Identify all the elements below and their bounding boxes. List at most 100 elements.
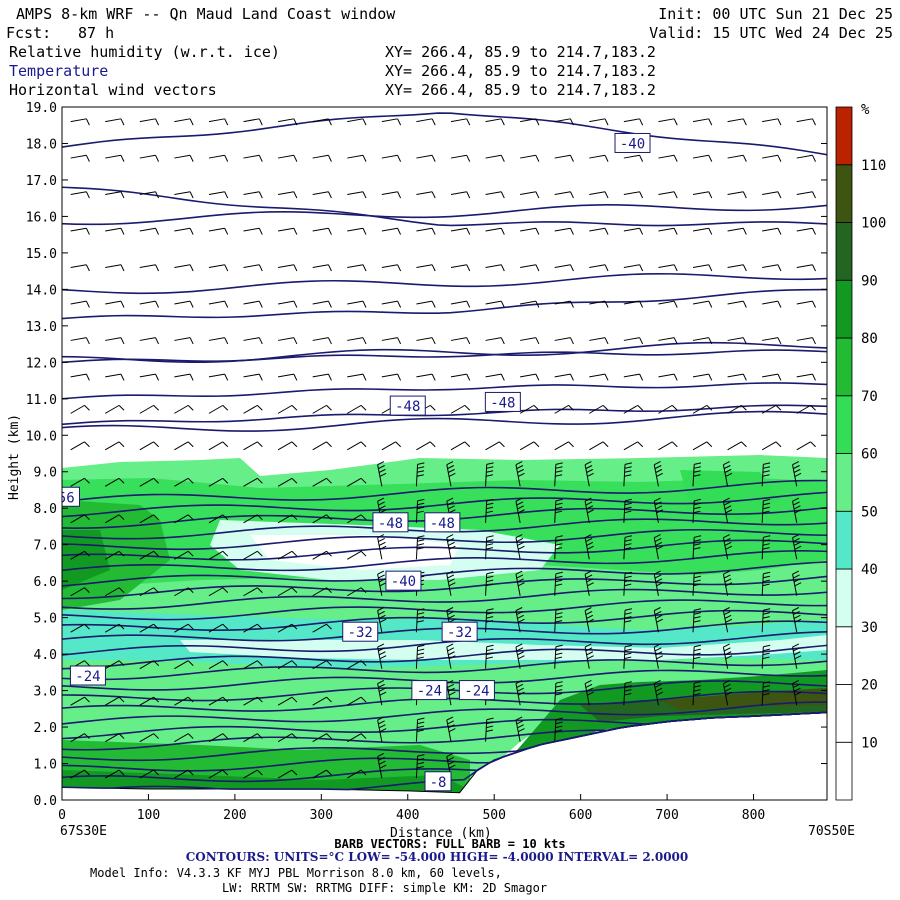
- wind-barb-feather: [655, 687, 663, 692]
- wind-barb-feather: [416, 766, 424, 769]
- wind-barb-feather: [810, 441, 816, 448]
- wind-barb-feather: [742, 300, 747, 308]
- wind-barb: [312, 696, 327, 706]
- wind-barb-feather: [624, 474, 632, 477]
- wind-barb-feather: [706, 441, 713, 448]
- wind-barb: [139, 623, 154, 633]
- wind-barb: [485, 154, 502, 159]
- wind-barb-feather: [517, 545, 525, 550]
- wind-barb-feather: [639, 337, 644, 345]
- wind-barb-feather: [293, 191, 298, 199]
- wind-barb: [174, 337, 191, 341]
- wind-barb-feather: [742, 373, 747, 381]
- wind-barb: [554, 191, 571, 196]
- wind-barb: [312, 587, 327, 597]
- wind-barb: [692, 441, 708, 451]
- wind-barb: [658, 154, 675, 159]
- x-start-label: 67S30E: [60, 824, 107, 839]
- wind-barb-feather: [586, 614, 594, 619]
- temperature-contour: [62, 186, 827, 227]
- wind-barb-feather: [85, 337, 90, 345]
- wind-barb-feather: [155, 118, 160, 126]
- wind-barb-feather: [693, 547, 701, 550]
- wind-barb-feather: [291, 623, 298, 630]
- wind-barb: [278, 191, 294, 196]
- wind-barb-feather: [327, 337, 332, 345]
- wind-barb-feather: [517, 655, 525, 660]
- wind-barb: [554, 373, 571, 378]
- wind-barb-feather: [535, 228, 540, 235]
- wind-barb-feather: [377, 534, 385, 539]
- wind-barb: [347, 696, 362, 706]
- wind-barb-feather: [587, 509, 594, 514]
- wind-barb-feather: [725, 472, 733, 477]
- wind-barb-feather: [84, 550, 90, 557]
- wind-barb-feather: [723, 497, 730, 502]
- wind-barb-feather: [762, 693, 770, 696]
- wind-barb: [104, 696, 120, 706]
- wind-barb: [796, 191, 813, 196]
- svg-text:-32: -32: [348, 625, 373, 641]
- temperature-contour: [62, 528, 827, 551]
- wind-barb-feather: [570, 337, 574, 345]
- wind-barb: [658, 300, 675, 305]
- wind-barb-feather: [742, 118, 747, 126]
- wind-barb-feather: [741, 405, 747, 411]
- wind-barb: [623, 227, 640, 232]
- wind-barb-feather: [417, 758, 425, 761]
- wind-barb-feather: [187, 514, 194, 521]
- wind-barb-feather: [516, 610, 524, 615]
- wind-barb-feather: [570, 155, 574, 162]
- wind-barb-feather: [693, 575, 701, 579]
- wind-barb-feather: [656, 618, 663, 623]
- wind-barb-feather: [723, 647, 731, 652]
- wind-barb-feather: [224, 118, 229, 126]
- wind-barb-feather: [777, 228, 782, 235]
- wind-barb-feather: [724, 578, 732, 583]
- wind-barb-feather: [654, 607, 661, 612]
- wind-barb-feather: [655, 578, 663, 583]
- x-tick-label: 300: [310, 808, 333, 823]
- wind-barb-feather: [486, 571, 494, 575]
- wind-barb-feather: [291, 660, 298, 666]
- wind-barb-feather: [486, 466, 494, 469]
- wind-barb: [485, 191, 502, 196]
- wind-barb-feather: [654, 497, 661, 502]
- wind-barb: [70, 191, 87, 196]
- wind-barb: [450, 227, 467, 232]
- wind-barb-feather: [777, 337, 782, 345]
- wind-barb-feather: [500, 337, 505, 345]
- wind-barb-feather: [448, 764, 456, 769]
- wind-barb-feather: [486, 644, 494, 648]
- plot-frame: [61, 106, 828, 801]
- wind-barb: [104, 623, 120, 633]
- wind-barb-feather: [448, 468, 455, 473]
- y-tick-label: 7.0: [34, 539, 57, 554]
- wind-barb-feather: [792, 643, 800, 648]
- wind-barb-feather: [362, 264, 367, 272]
- wind-barb: [381, 373, 398, 378]
- wind-barb-feather: [708, 228, 713, 235]
- wind-barb: [416, 300, 433, 305]
- contour-label: -24: [458, 680, 495, 701]
- wind-barb-feather: [515, 643, 523, 648]
- wind-barb: [243, 769, 258, 779]
- wind-barb: [208, 514, 224, 524]
- wind-barb-feather: [694, 608, 702, 611]
- x-tick-label: 100: [137, 808, 160, 823]
- wind-barb-feather: [555, 502, 563, 506]
- wind-barb-feather: [417, 717, 425, 721]
- wind-barb: [243, 227, 260, 232]
- wind-barb-feather: [120, 155, 125, 162]
- wind-barb-feather: [429, 441, 436, 448]
- wind-barb: [277, 696, 293, 706]
- wind-barb-feather: [84, 441, 90, 448]
- wind-barb: [727, 373, 744, 378]
- wind-barb-feather: [624, 620, 632, 623]
- wind-barb-feather: [656, 509, 663, 514]
- colorbar-segment: [835, 741, 853, 801]
- wind-barb-feather: [448, 651, 455, 656]
- wind-barb-feather: [516, 465, 524, 470]
- wind-barb-feather: [742, 191, 747, 199]
- wind-barb-feather: [793, 683, 800, 688]
